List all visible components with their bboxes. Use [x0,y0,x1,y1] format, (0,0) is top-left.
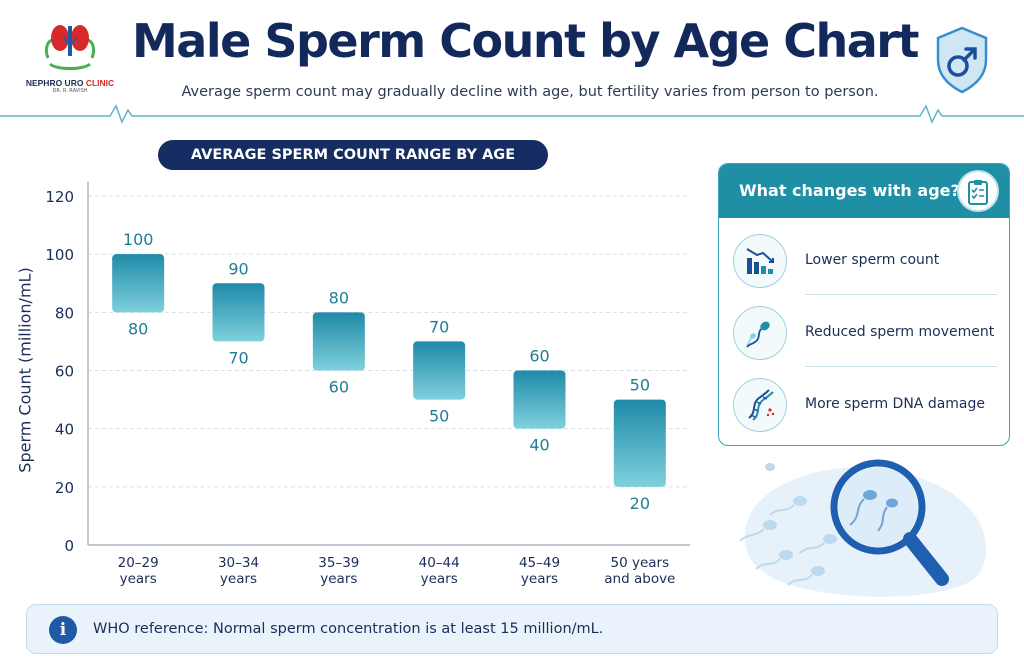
bar-high-label: 50 [630,376,650,395]
panel-title: What changes with age? [739,181,960,200]
range-bar [413,341,466,400]
kidney-logo-icon [44,25,96,70]
who-reference-text: WHO reference: Normal sperm concentratio… [93,621,604,637]
bar-low-label: 60 [329,378,349,397]
bar-high-label: 90 [228,259,248,278]
y-tick-label: 40 [55,421,74,439]
bar-low-label: 80 [128,319,148,338]
clipboard-checklist-icon [957,170,999,212]
panel-item-label: Reduced sperm movement [805,324,995,340]
age-changes-panel: What changes with age? Lower sperm count [718,163,1010,446]
panel-divider [805,294,997,295]
panel-item-reduced-movement: Reduced sperm movement [719,300,1009,370]
range-bar [513,370,566,429]
range-bar [112,254,165,313]
panel-item-label: More sperm DNA damage [805,396,986,412]
chart-title: AVERAGE SPERM COUNT RANGE BY AGE [158,140,548,170]
x-tick-label: 20–29 [118,555,159,571]
page-title: Male Sperm Count by Age Chart [132,14,919,68]
bar-low-label: 20 [630,494,650,513]
panel-divider [805,366,997,367]
magnifying-glass-sperm-icon [739,459,987,597]
range-bar [312,312,365,371]
sperm-icon [733,306,787,360]
y-tick-label: 100 [45,246,74,264]
panel-item-dna-damage: More sperm DNA damage [719,372,1009,442]
bar-low-label: 40 [529,436,549,455]
who-reference-box: i WHO reference: Normal sperm concentrat… [26,604,998,654]
x-tick-label: 35–39 [318,555,359,571]
x-tick-label: years [320,571,357,587]
x-tick-label: years [220,571,257,587]
y-tick-label: 20 [55,479,74,497]
x-tick-label: and above [604,571,675,587]
panel-header: What changes with age? [719,164,1009,218]
x-tick-label: 45–49 [519,555,560,571]
range-bar-chart: 02040608010012020–29years30–34years35–39… [45,182,690,587]
x-tick-label: years [521,571,558,587]
bar-high-label: 60 [529,347,549,366]
clinic-doctor: DR. R. RAVISH [52,88,88,94]
y-tick-label: 80 [55,304,74,322]
bar-high-label: 70 [429,317,449,336]
info-icon: i [49,616,77,644]
dna-icon [733,378,787,432]
clinic-logo: NEPHRO URO CLINIC DR. R. RAVISH [22,18,118,108]
range-bar [212,283,265,342]
y-tick-label: 0 [64,537,74,555]
x-tick-label: years [120,571,157,587]
x-tick-label: 40–44 [419,555,460,571]
x-tick-label: years [421,571,458,587]
y-tick-label: 120 [45,188,74,206]
range-bar [613,399,666,487]
x-tick-label: 30–34 [218,555,259,571]
panel-item-label: Lower sperm count [805,252,940,268]
bar-low-label: 70 [228,348,248,367]
bar-low-label: 50 [429,407,449,426]
heartbeat-line-icon [0,104,1024,124]
panel-item-lower-count: Lower sperm count [719,228,1009,298]
clinic-name: NEPHRO URO CLINIC [25,78,115,88]
x-tick-label: 50 years [611,555,670,571]
page-subtitle: Average sperm count may gradually declin… [181,84,879,100]
bar-high-label: 100 [123,230,154,249]
declining-bar-chart-icon [733,234,787,288]
bar-high-label: 80 [329,288,349,307]
y-tick-label: 60 [55,363,74,381]
male-symbol-shield-icon [936,26,988,94]
